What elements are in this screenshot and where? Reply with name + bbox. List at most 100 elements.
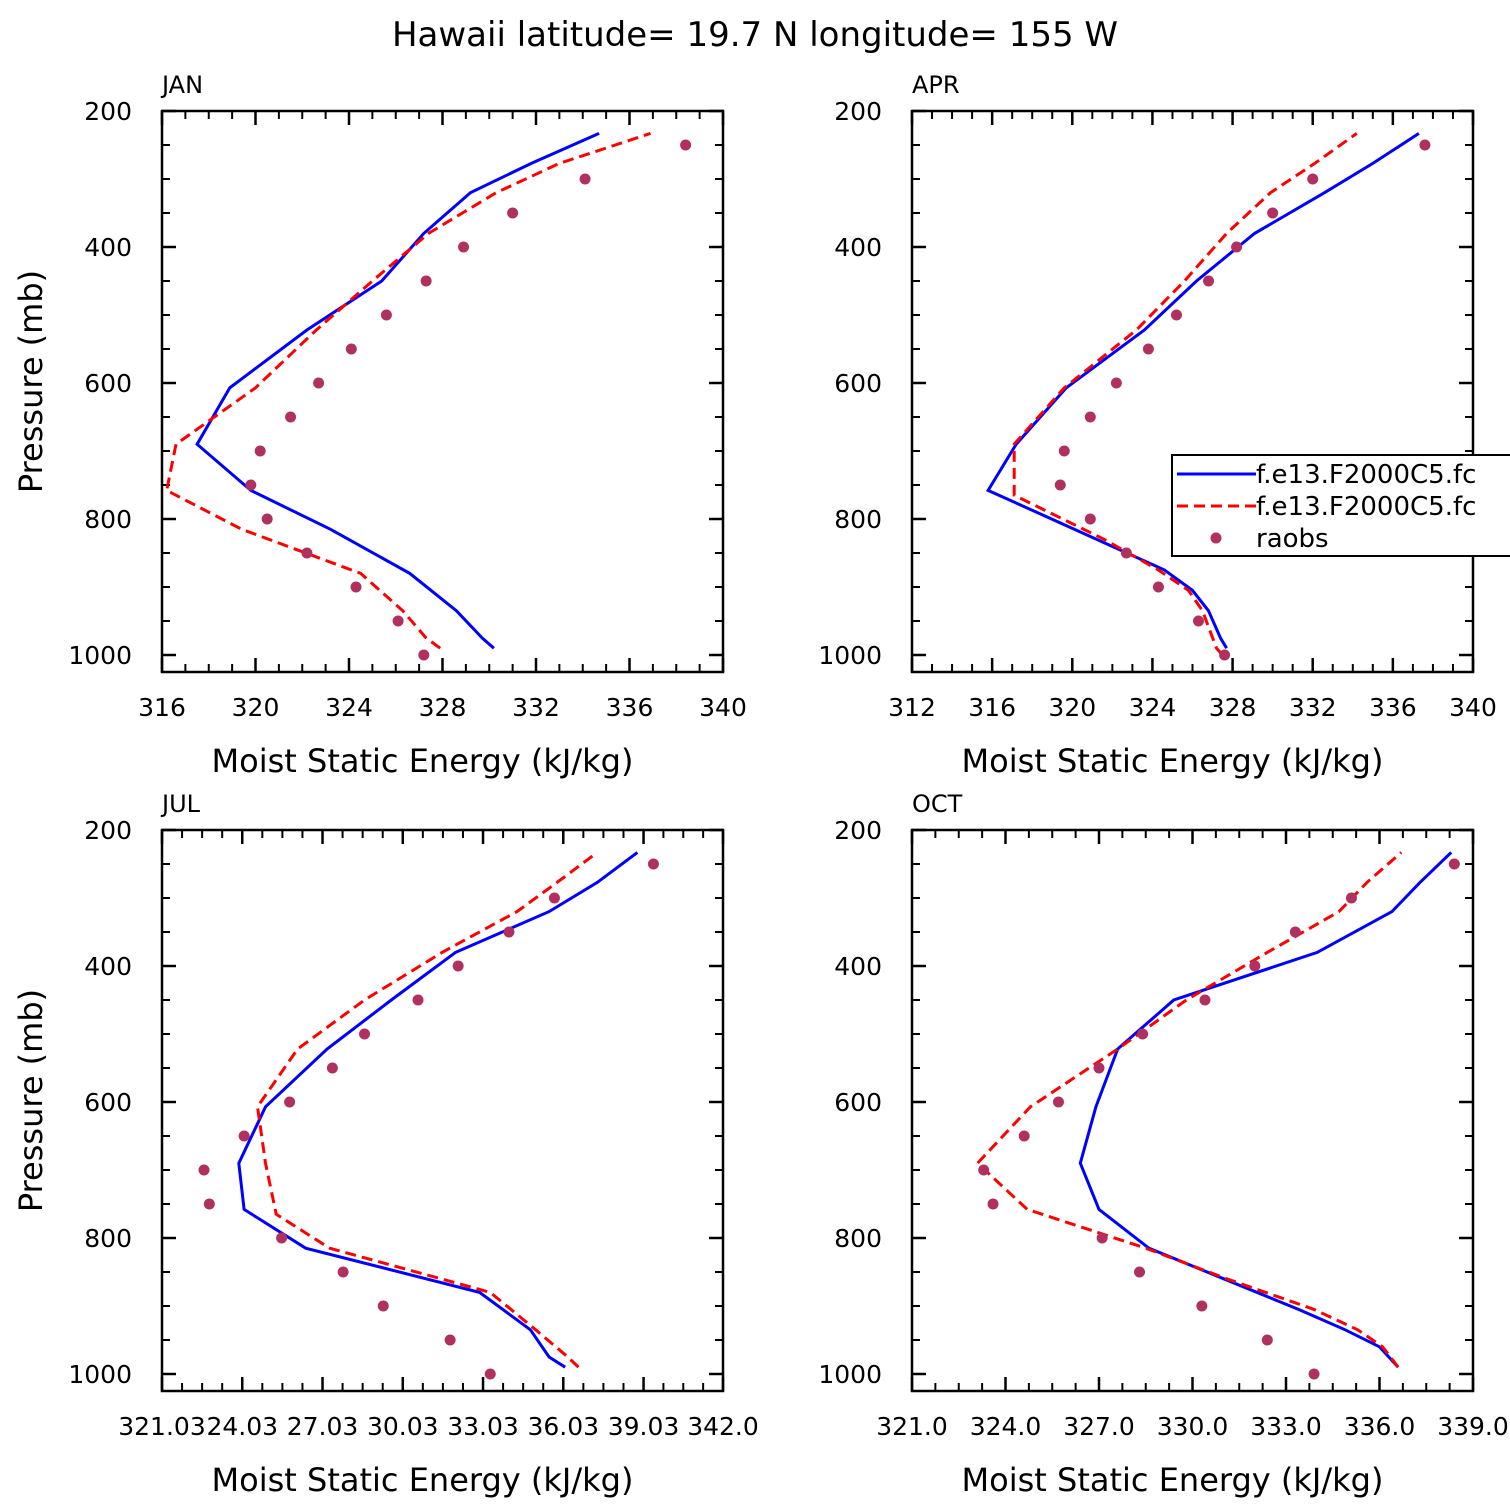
raobs-point: [458, 241, 470, 253]
raobs-point: [412, 994, 424, 1006]
raobs-point: [284, 1096, 296, 1108]
raobs-point: [238, 1130, 250, 1142]
x-tick-label: 340: [1449, 693, 1497, 722]
x-tick-label: 324: [1129, 693, 1177, 722]
y-tick-label: 400: [834, 233, 882, 262]
y-tick-label: 200: [834, 97, 882, 126]
raobs-point: [276, 1232, 288, 1244]
raobs-point: [1193, 615, 1205, 627]
raobs-point: [987, 1198, 999, 1210]
y-tick-label: 800: [84, 1224, 132, 1253]
y-tick-label: 400: [84, 952, 132, 981]
x-tick-label: 324.0: [970, 1412, 1042, 1441]
x-tick-label: 340: [699, 693, 747, 722]
raobs-point: [647, 858, 659, 870]
y-tick-label: 800: [834, 505, 882, 534]
x-tick-label: 27.03: [287, 1412, 359, 1441]
x-axis-label: Moist Static Energy (kJ/kg): [962, 742, 1384, 780]
raobs-point: [548, 892, 560, 904]
raobs-point: [579, 173, 591, 185]
raobs-point: [484, 1368, 496, 1380]
raobs-point: [359, 1028, 371, 1040]
raobs-point: [503, 926, 515, 938]
x-tick-label: 327.0: [1063, 1412, 1135, 1441]
legend-label: f.e13.F2000C5.fc: [1256, 460, 1476, 490]
x-tick-label: 339.0: [1437, 1412, 1509, 1441]
raobs-point: [1110, 377, 1122, 389]
x-tick-label: 33.03: [447, 1412, 519, 1441]
raobs-point: [1137, 1028, 1149, 1040]
figure-title: Hawaii latitude= 19.7 N longitude= 155 W: [392, 15, 1118, 55]
raobs-point: [337, 1266, 349, 1278]
y-tick-label: 400: [834, 952, 882, 981]
raobs-point: [198, 1164, 210, 1176]
raobs-point: [1018, 1130, 1030, 1142]
legend-label: f.e13.F2000C5.fc: [1256, 492, 1476, 522]
raobs-point: [1142, 343, 1154, 355]
y-tick-label: 600: [84, 1088, 132, 1117]
x-tick-label: 342.0: [687, 1412, 759, 1441]
y-tick-label: 1000: [818, 641, 882, 670]
raobs-point: [1448, 858, 1460, 870]
x-tick-label: 312: [888, 693, 936, 722]
x-tick-label: 336.0: [1344, 1412, 1416, 1441]
raobs-point: [1058, 445, 1070, 457]
x-tick-label: 324: [325, 693, 373, 722]
raobs-point: [978, 1164, 990, 1176]
raobs-point: [1345, 892, 1357, 904]
x-tick-label: 39.03: [608, 1412, 680, 1441]
raobs-point: [1203, 275, 1215, 287]
raobs-point: [1289, 926, 1301, 938]
raobs-point: [345, 343, 357, 355]
legend-label: raobs: [1256, 524, 1329, 554]
plot-frame: [160, 828, 725, 1393]
raobs-point: [418, 649, 430, 661]
x-tick-label: 336: [606, 693, 654, 722]
y-tick-label: 800: [84, 505, 132, 534]
y-tick-label: 600: [834, 1088, 882, 1117]
model-dashed-line: [975, 851, 1403, 1369]
raobs-point: [1231, 241, 1243, 253]
model-solid-line: [237, 851, 639, 1369]
raobs-point: [1261, 1334, 1273, 1346]
raobs-point: [680, 139, 692, 151]
raobs-point: [1052, 1096, 1064, 1108]
raobs-point: [1093, 1062, 1105, 1074]
x-tick-label: 316: [968, 693, 1016, 722]
raobs-point: [285, 411, 297, 423]
y-axis-label: Pressure (mb): [12, 989, 50, 1212]
x-tick-label: 320: [1048, 693, 1096, 722]
y-tick-label: 200: [84, 816, 132, 845]
raobs-point: [350, 581, 362, 593]
raobs-point: [254, 445, 266, 457]
panel-label: OCT: [912, 790, 963, 818]
raobs-point: [380, 309, 392, 321]
raobs-point: [326, 1062, 338, 1074]
panels: JAN 316 320 324 328 332 336 340 200 400 600 800 1000…: [12, 71, 1510, 1499]
raobs-point: [1419, 139, 1431, 151]
raobs-point: [452, 960, 464, 972]
x-axis-label: Moist Static Energy (kJ/kg): [212, 1461, 634, 1499]
x-tick-label: 24.03: [206, 1412, 278, 1441]
panel-label: JUL: [160, 790, 201, 818]
raobs-point: [420, 275, 432, 287]
x-tick-label: 36.03: [527, 1412, 599, 1441]
raobs-point: [1199, 994, 1211, 1006]
panel-label: JAN: [160, 71, 203, 99]
panel-apr: APR 312 316 320 324 328 332 336 340 200 400 600 800 1…: [818, 71, 1510, 780]
x-tick-label: 332: [1289, 693, 1337, 722]
plot-frame: [160, 109, 725, 674]
raobs-point: [1096, 1232, 1108, 1244]
raobs-point: [301, 547, 313, 559]
y-tick-label: 1000: [68, 641, 132, 670]
raobs-point: [1196, 1300, 1208, 1312]
raobs-point: [444, 1334, 456, 1346]
raobs-point: [507, 207, 519, 219]
model-solid-line: [195, 132, 600, 650]
y-tick-label: 200: [84, 97, 132, 126]
raobs-point: [1307, 173, 1319, 185]
raobs-point: [1084, 411, 1096, 423]
raobs-point: [1308, 1368, 1320, 1380]
raobs-point: [245, 479, 257, 491]
